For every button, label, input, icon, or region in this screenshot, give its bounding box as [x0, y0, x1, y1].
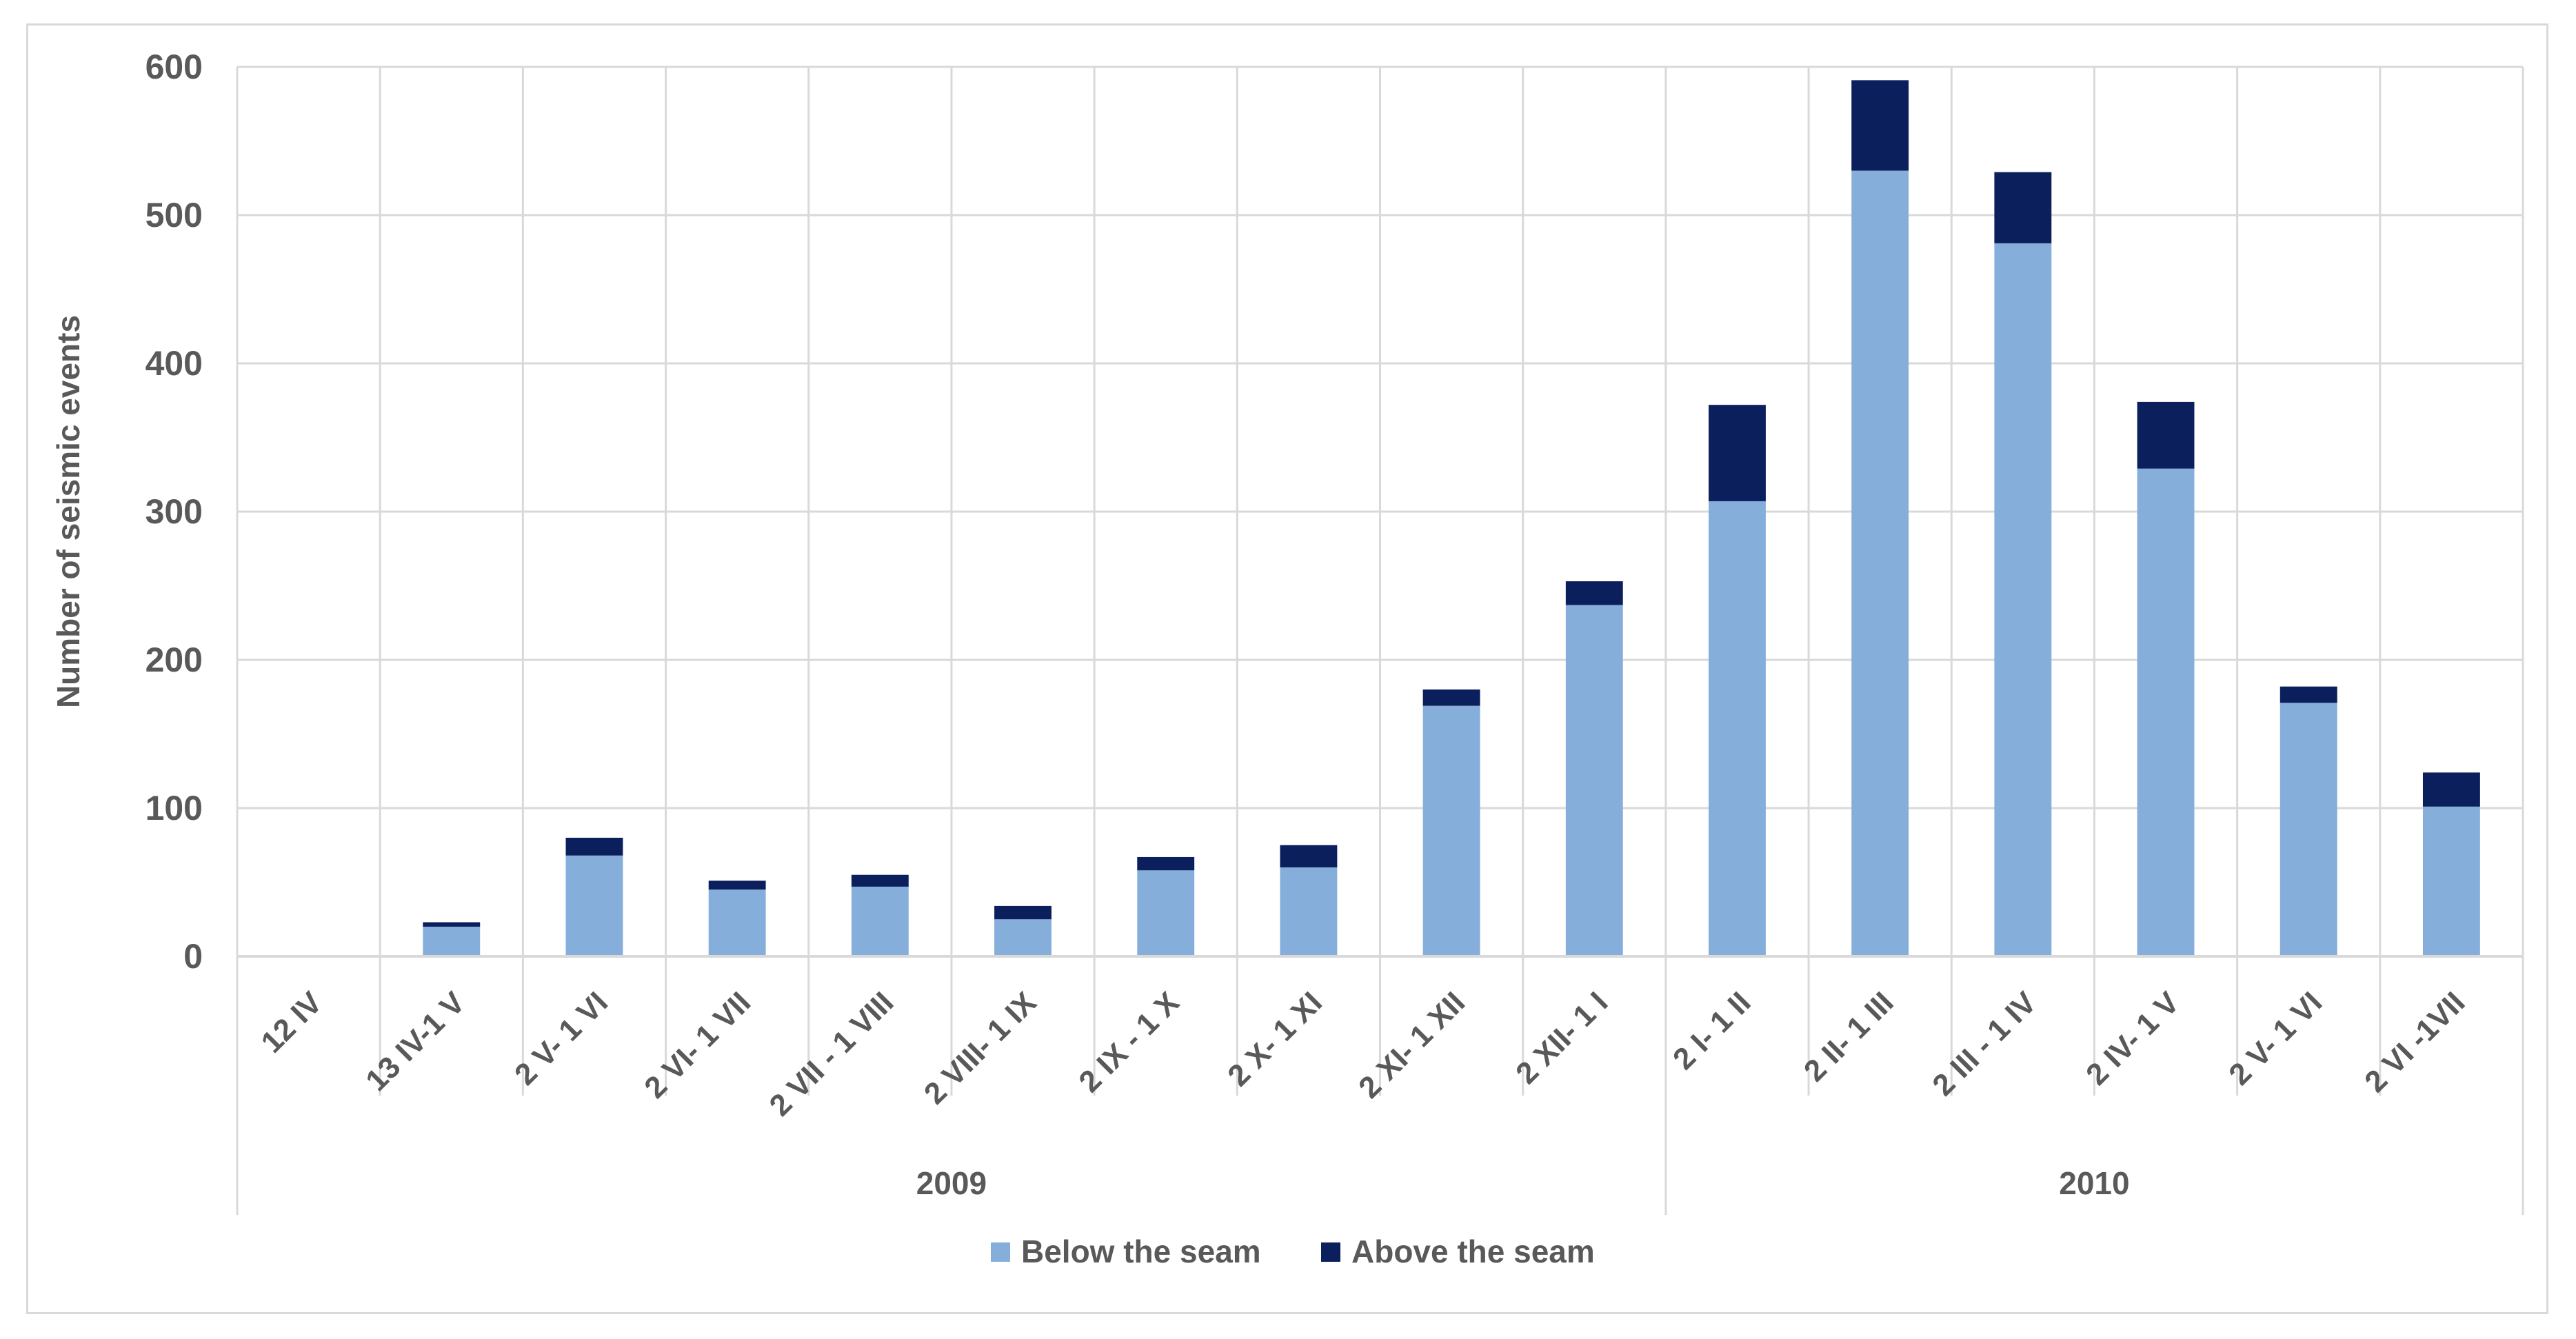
y-axis-label: Number of seismic events: [50, 315, 86, 708]
x-tick-label: 2 XII- 1 I: [1509, 985, 1614, 1090]
group-label: 2009: [916, 1165, 987, 1201]
x-tick-label: 2 III - 1 IV: [1926, 985, 2043, 1103]
x-tick-label: 2 IV- 1 V: [2080, 985, 2186, 1091]
legend: Below the seam Above the seam: [991, 1234, 1595, 1269]
bar-above-seam: [1422, 689, 1480, 706]
bar-above-seam: [1709, 405, 1766, 501]
y-tick-label: 600: [145, 48, 203, 86]
x-tick-label: 13 IV-1 V: [359, 985, 472, 1098]
bar-above-seam: [423, 922, 481, 927]
x-tick-label: 2 I- 1 II: [1667, 985, 1757, 1076]
bar-above-seam: [2137, 401, 2195, 469]
bar-below-seam: [565, 855, 623, 956]
bar-above-seam: [1280, 845, 1338, 867]
bar-above-seam: [708, 880, 766, 890]
x-tick-label: 2 V- 1 VI: [2222, 985, 2328, 1091]
y-tick-label: 100: [145, 789, 203, 827]
bar-below-seam: [1851, 170, 1909, 956]
bar-below-seam: [851, 886, 909, 956]
bar-below-seam: [708, 889, 766, 956]
gridlines: [236, 66, 2524, 956]
bar-below-seam: [1137, 870, 1195, 956]
bar-above-seam: [851, 874, 909, 887]
bar-above-seam: [1851, 80, 1909, 171]
legend-label-above: Above the seam: [1351, 1234, 1595, 1269]
bar-below-seam: [1422, 705, 1480, 956]
y-tick-label: 400: [145, 344, 203, 383]
bar-below-seam: [994, 919, 1051, 956]
bar-below-seam: [1994, 243, 2052, 957]
x-tick-label: 2 IX - 1 X: [1072, 985, 1185, 1098]
bar-below-seam: [1280, 867, 1338, 956]
bar-above-seam: [2422, 772, 2480, 807]
x-tick-label: 2 VI- 1 VII: [638, 985, 757, 1105]
y-tick-label: 300: [145, 492, 203, 531]
x-tick-label: 2 VI -1VII: [2358, 985, 2471, 1098]
bar-below-seam: [2280, 703, 2337, 956]
bar-below-seam: [1565, 605, 1623, 956]
bar-above-seam: [1565, 581, 1623, 605]
x-tick-label: 2 VIII- 1 IX: [918, 985, 1043, 1111]
bar-above-seam: [1137, 856, 1195, 871]
group-label: 2010: [2059, 1165, 2129, 1201]
y-tick-label: 200: [145, 641, 203, 679]
legend-swatch-below: [991, 1242, 1010, 1262]
bar-above-seam: [565, 838, 623, 856]
bar-above-seam: [1994, 172, 2052, 243]
bar-below-seam: [2137, 468, 2195, 956]
chart-frame: 0 100 200 300 400 500 600 12 IV 13 IV-1 V 2 V- 1 …: [26, 23, 2548, 1314]
y-tick-label: 0: [183, 937, 203, 976]
x-tick-label: 2 V- 1 VI: [508, 985, 614, 1091]
bar-below-seam: [2422, 806, 2480, 956]
x-tick-label: 12 IV: [254, 985, 329, 1060]
bar-above-seam: [2280, 686, 2337, 703]
x-tick-label: 2 XI- 1 XII: [1352, 985, 1471, 1105]
stacked-bar-chart: 0 100 200 300 400 500 600 12 IV 13 IV-1 V 2 V- 1 …: [50, 48, 2524, 1269]
legend-label-below: Below the seam: [1021, 1234, 1261, 1269]
bar-below-seam: [423, 927, 481, 956]
bar-above-seam: [994, 905, 1051, 920]
legend-swatch-above: [1321, 1242, 1340, 1262]
x-tick-label: 2 VII - 1 VIII: [763, 985, 900, 1122]
x-tick-label: 2 II- 1 III: [1798, 985, 1900, 1088]
y-tick-label: 500: [145, 196, 203, 234]
bar-below-seam: [1709, 501, 1766, 956]
bars: [423, 80, 2480, 957]
